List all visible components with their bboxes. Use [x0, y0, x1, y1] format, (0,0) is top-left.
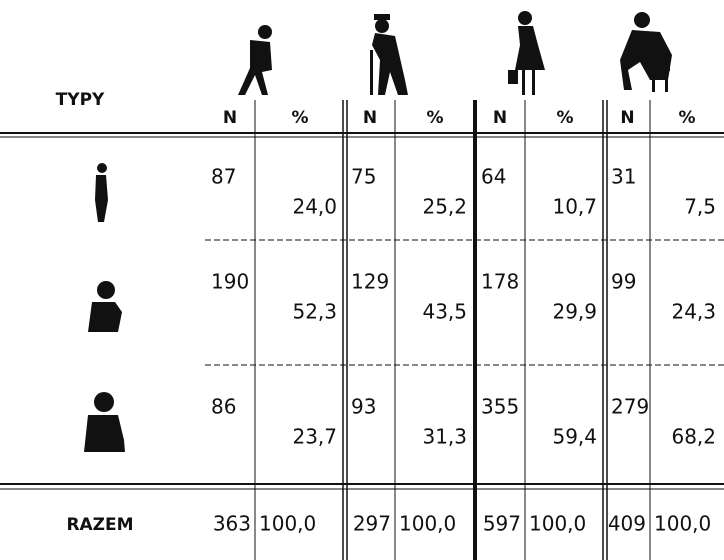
percent-cell: 43,5: [422, 300, 467, 324]
types-label: TYPY: [56, 90, 105, 110]
percent-cell: 59,4: [552, 425, 597, 449]
total-count: 597: [483, 512, 521, 536]
column-header: %: [678, 108, 695, 128]
percent-cell: 25,2: [422, 195, 467, 219]
count-cell: 178: [481, 270, 519, 294]
column-header: N: [223, 108, 237, 128]
count-cell: 31: [611, 165, 636, 189]
count-cell: 279: [611, 395, 649, 419]
column-header: %: [291, 108, 308, 128]
total-label: RAZEM: [66, 515, 133, 535]
count-cell: 99: [611, 270, 636, 294]
column-header: N: [363, 108, 377, 128]
total-count: 363: [213, 512, 251, 536]
percent-cell: 68,2: [671, 425, 716, 449]
count-cell: 86: [211, 395, 236, 419]
percent-cell: 7,5: [684, 195, 716, 219]
percent-cell: 23,7: [292, 425, 337, 449]
percent-cell: 31,3: [422, 425, 467, 449]
total-count: 297: [353, 512, 391, 536]
percent-cell: 52,3: [292, 300, 337, 324]
total-count: 409: [608, 512, 646, 536]
count-cell: 87: [211, 165, 236, 189]
count-cell: 75: [351, 165, 376, 189]
count-cell: 129: [351, 270, 389, 294]
column-header: %: [426, 108, 443, 128]
percent-cell: 24,0: [292, 195, 337, 219]
total-percent: 100,0: [399, 512, 456, 536]
total-percent: 100,0: [529, 512, 586, 536]
percent-cell: 29,9: [552, 300, 597, 324]
count-cell: 355: [481, 395, 519, 419]
column-header: %: [556, 108, 573, 128]
total-percent: 100,0: [259, 512, 316, 536]
column-header: N: [493, 108, 507, 128]
count-cell: 190: [211, 270, 249, 294]
count-cell: 64: [481, 165, 506, 189]
percent-cell: 10,7: [552, 195, 597, 219]
total-percent: 100,0: [654, 512, 711, 536]
percent-cell: 24,3: [671, 300, 716, 324]
column-header: N: [620, 108, 634, 128]
table-page: TYPY RAZEM N% N% N% N% 87 24,0 75 25,2 64 10,7 31 7…: [0, 0, 724, 560]
count-cell: 93: [351, 395, 376, 419]
